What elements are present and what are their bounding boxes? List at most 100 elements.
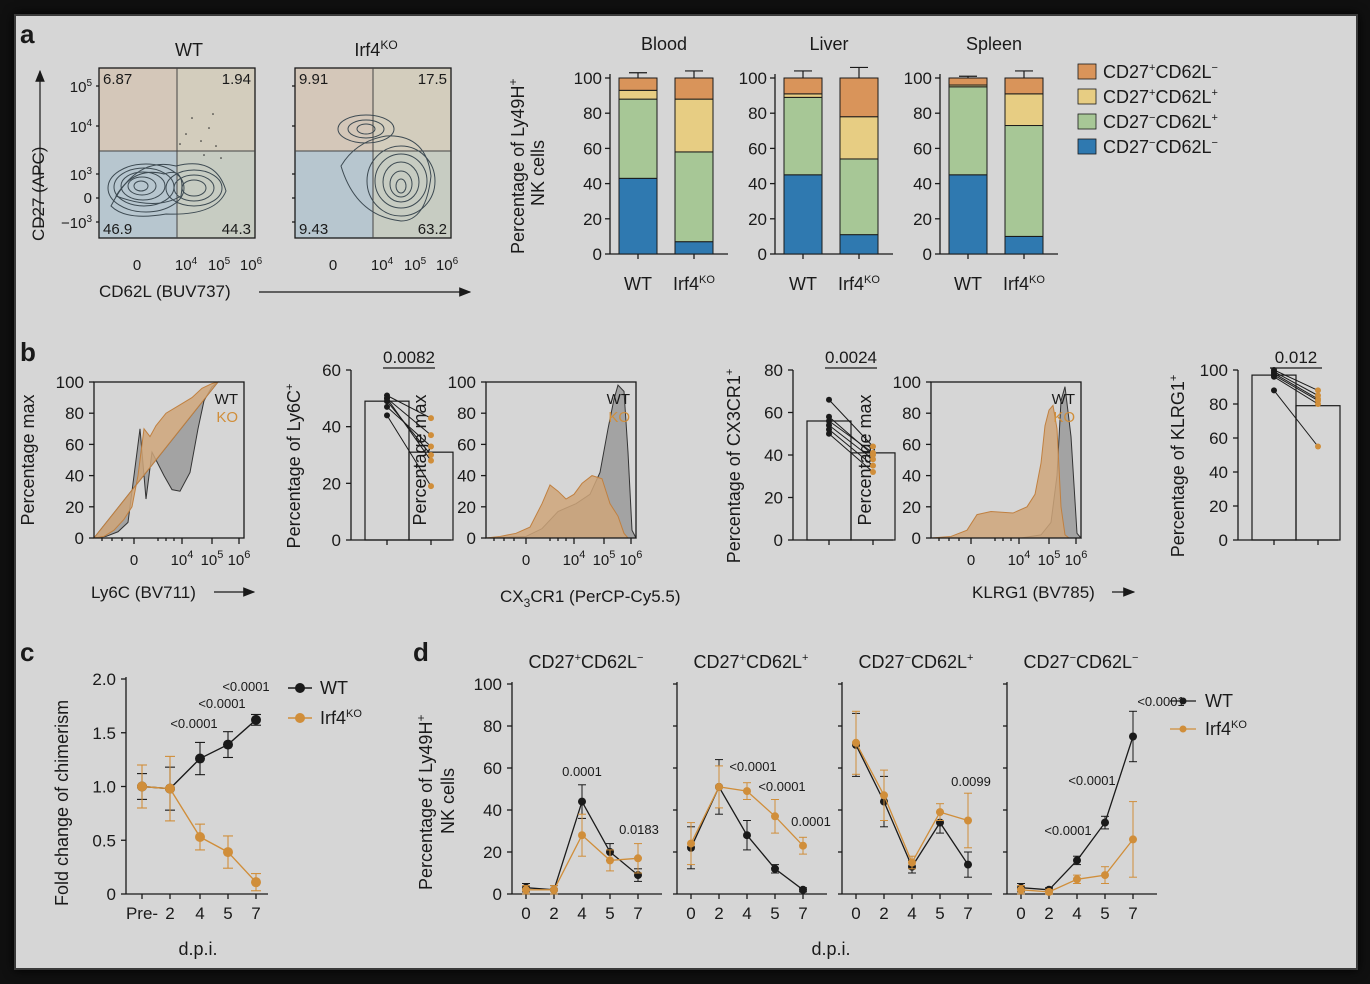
x-tick-label: 5 [935, 904, 944, 923]
quadrant-bottom-right: 63.2 [418, 221, 447, 238]
p-value: 0.012 [1275, 348, 1318, 367]
data-point [936, 808, 944, 817]
klrg1-x-label: KLRG1 (BV785) [972, 583, 1095, 602]
figure: a b c d CD27 (APC) CD62L (BUV737) WT [18, 19, 1341, 959]
x-tick-label: 4 [907, 904, 916, 923]
histogram-frame [485, 381, 637, 539]
data-point [687, 839, 695, 848]
stacked-segment [783, 174, 823, 255]
x-tick-label: 106 [1065, 549, 1088, 569]
p-value: 0.0024 [825, 348, 877, 367]
panel-letter-c: c [20, 637, 34, 667]
data-point [908, 858, 916, 867]
paired-bar-plots: Percentage of Ly6C+02040600.0082Percenta… [284, 348, 1341, 563]
x-tick-label: 0 [522, 552, 530, 569]
legend-wt-label: WT [320, 678, 348, 698]
stacked-segment [618, 177, 658, 255]
p-value: 0.0183 [619, 822, 659, 837]
x-tick-label: 4 [577, 904, 586, 923]
flow-plot-irf4ko: Irf4KO 9.91 17.5 9.43 63.2 [294, 38, 452, 239]
stacked-chart-title: Blood [641, 34, 687, 54]
stacked-chart-title: Liver [809, 34, 848, 54]
x-tick-label: 106 [620, 549, 643, 569]
y-tick-label: 100 [448, 373, 476, 392]
legend-swatch [1077, 63, 1097, 80]
y-tick-label: 80 [483, 717, 502, 736]
quadrant-bottom-left: 46.9 [103, 221, 132, 238]
data-point [550, 885, 558, 894]
ly6c-x-label: Ly6C (BV711) [91, 583, 196, 602]
x-tick-label: 105 [201, 549, 224, 569]
wt-point [384, 412, 390, 419]
y-tick-label: 1.5 [92, 724, 116, 743]
flow-x-label: CD62L (BUV737) [99, 282, 231, 301]
histogram-y-label: Percentage max [18, 394, 38, 525]
data-point [771, 812, 779, 821]
subset-line-charts: Percentage of Ly49H+ NK cells d.p.i. CD2… [414, 652, 1247, 959]
flow-x-tick: 106 [436, 256, 459, 274]
stacked-segment [839, 116, 879, 160]
pair-line [386, 415, 432, 487]
x-tick-label: 7 [798, 904, 807, 923]
x-tick-label: 2 [714, 904, 723, 923]
histogram-frame [93, 381, 245, 539]
y-tick-label: 60 [1209, 429, 1228, 448]
ko-point [428, 457, 434, 464]
data-point [1129, 835, 1137, 844]
paired-plot: Percentage of CX3CR1+ 0 20 40 60 80 0.0024 [724, 348, 896, 563]
x-tick-label: 7 [963, 904, 972, 923]
y-tick-label: 100 [739, 69, 767, 88]
ko-line [1020, 838, 1134, 893]
legend-ko-label: Irf4KO [320, 708, 362, 728]
stacked-segment [1004, 77, 1044, 95]
cx3cr1-x-label: CX3CR1 (PerCP-Cy5.5) [500, 587, 681, 610]
x-tick-label: 2 [165, 904, 174, 923]
legend-ko-marker [295, 713, 305, 723]
ko-point [428, 432, 434, 439]
y-tick-label: 40 [748, 175, 767, 194]
stacked-y-label-2: NK cells [528, 140, 548, 206]
y-tick-label: 0 [923, 245, 932, 264]
histogram-x-labels: Ly6C (BV711) CX3CR1 (PerCP-Cy5.5) KLRG1 … [91, 583, 1136, 610]
data-point [251, 714, 261, 725]
flow-y-tick: 103 [70, 166, 93, 184]
stacked-segment [618, 98, 658, 179]
flow-y-tick: 105 [70, 78, 93, 96]
pair-line [828, 399, 874, 447]
x-tick-label: Pre- [126, 904, 158, 923]
y-tick-label: 40 [583, 175, 602, 194]
y-tick-label: 0 [758, 245, 767, 264]
flow-plot-wt: WT [98, 40, 256, 239]
x-tick-label: 5 [1100, 904, 1109, 923]
pair-line [386, 397, 432, 436]
pair-line [828, 416, 874, 456]
legend-swatch [1077, 88, 1097, 105]
x-tick-label: 7 [1128, 904, 1137, 923]
x-tick-label: 106 [228, 549, 251, 569]
data-point [743, 831, 751, 840]
data-point [1073, 856, 1081, 865]
x-tick-label: 0 [686, 904, 695, 923]
histogram-y-label: Percentage max [410, 394, 430, 525]
x-tick-label: 0 [130, 552, 138, 569]
paired-y-label: Percentage of Ly6C+ [284, 384, 304, 549]
y-tick-label: 20 [322, 474, 341, 493]
flow-y-tick: 0 [84, 190, 92, 207]
x-tick-label: 105 [1038, 549, 1061, 569]
stacked-chart: Blood 0 20 40 60 80 100 WT Irf4KO [574, 34, 728, 294]
flow-plot-title: WT [175, 40, 203, 60]
flow-y-tick: −103 [61, 214, 92, 232]
histogram-frame [930, 381, 1082, 539]
data-point [165, 783, 175, 794]
data-point [195, 832, 205, 843]
data-point [251, 877, 261, 888]
y-tick-label: 0 [1219, 531, 1228, 550]
stacked-segment [1004, 235, 1044, 255]
y-tick-label: 40 [483, 801, 502, 820]
p-value: <0.0001 [1044, 823, 1091, 838]
data-point [223, 739, 233, 750]
wt-point [826, 396, 832, 403]
y-tick-label: 1.0 [92, 778, 116, 797]
y-tick-label: 0 [912, 529, 921, 548]
data-point [606, 856, 614, 865]
